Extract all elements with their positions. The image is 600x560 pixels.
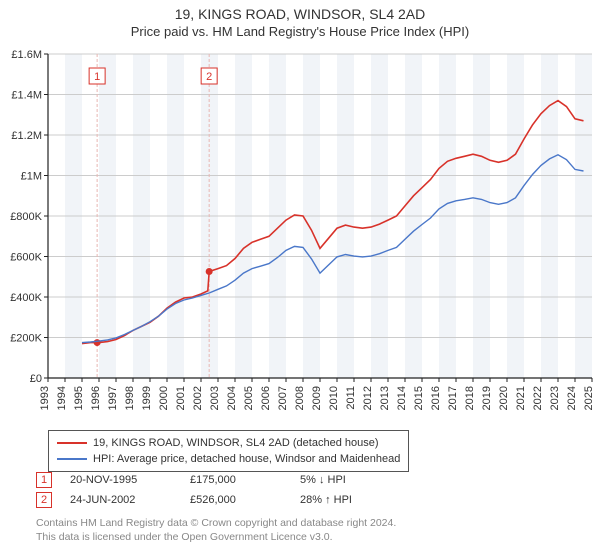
svg-text:1998: 1998	[124, 386, 136, 410]
chart-title: 19, KINGS ROAD, WINDSOR, SL4 2AD	[0, 0, 600, 22]
legend-swatch	[57, 458, 87, 460]
svg-text:2002: 2002	[192, 386, 204, 410]
marker-relative: 28% ↑ HPI	[300, 494, 400, 506]
marker-row: 2 24-JUN-2002£526,00028% ↑ HPI	[36, 490, 400, 510]
svg-text:1996: 1996	[90, 386, 102, 410]
svg-text:2023: 2023	[549, 386, 561, 410]
svg-text:1995: 1995	[73, 386, 85, 410]
svg-text:2005: 2005	[243, 386, 255, 410]
svg-text:2019: 2019	[481, 386, 493, 410]
legend-label: 19, KINGS ROAD, WINDSOR, SL4 2AD (detach…	[93, 437, 379, 449]
svg-text:£1.4M: £1.4M	[11, 90, 42, 102]
svg-text:2010: 2010	[328, 386, 340, 410]
svg-text:2003: 2003	[209, 386, 221, 410]
svg-text:2011: 2011	[345, 386, 357, 410]
footer-line-2: This data is licensed under the Open Gov…	[36, 530, 592, 544]
marker-price: £526,000	[190, 494, 300, 506]
svg-text:2007: 2007	[277, 386, 289, 410]
chart-subtitle: Price paid vs. HM Land Registry's House …	[0, 22, 600, 43]
svg-text:2017: 2017	[447, 386, 459, 410]
svg-text:2: 2	[206, 71, 212, 83]
chart-container: 19, KINGS ROAD, WINDSOR, SL4 2AD Price p…	[0, 0, 600, 560]
marker-date: 20-NOV-1995	[70, 474, 190, 486]
svg-text:£1M: £1M	[21, 171, 42, 183]
svg-text:2020: 2020	[498, 386, 510, 410]
footer-line-1: Contains HM Land Registry data © Crown c…	[36, 516, 592, 530]
svg-text:1993: 1993	[39, 386, 51, 410]
legend-row: HPI: Average price, detached house, Wind…	[57, 451, 400, 467]
svg-text:2025: 2025	[583, 386, 595, 410]
svg-text:2014: 2014	[396, 386, 408, 410]
svg-text:£0: £0	[30, 373, 42, 385]
legend-swatch	[57, 442, 87, 444]
svg-text:2021: 2021	[515, 386, 527, 410]
svg-text:2000: 2000	[158, 386, 170, 410]
svg-text:2016: 2016	[430, 386, 442, 410]
svg-text:2018: 2018	[464, 386, 476, 410]
footer-text: Contains HM Land Registry data © Crown c…	[36, 516, 592, 544]
svg-text:1994: 1994	[56, 386, 68, 410]
svg-text:2012: 2012	[362, 386, 374, 410]
marker-date: 24-JUN-2002	[70, 494, 190, 506]
svg-text:£400K: £400K	[10, 292, 42, 304]
svg-text:2015: 2015	[413, 386, 425, 410]
svg-text:2013: 2013	[379, 386, 391, 410]
svg-text:2004: 2004	[226, 386, 238, 410]
svg-text:2022: 2022	[532, 386, 544, 410]
svg-text:1999: 1999	[141, 386, 153, 410]
legend: 19, KINGS ROAD, WINDSOR, SL4 2AD (detach…	[48, 430, 409, 472]
marker-badge: 2	[36, 492, 52, 508]
svg-text:£800K: £800K	[10, 211, 42, 223]
marker-badge: 1	[36, 472, 52, 488]
svg-text:£200K: £200K	[10, 333, 42, 345]
svg-text:2008: 2008	[294, 386, 306, 410]
marker-price: £175,000	[190, 474, 300, 486]
svg-text:2001: 2001	[175, 386, 187, 410]
svg-text:2009: 2009	[311, 386, 323, 410]
svg-text:2024: 2024	[566, 386, 578, 410]
marker-row: 1 20-NOV-1995£175,0005% ↓ HPI	[36, 470, 400, 490]
marker-relative: 5% ↓ HPI	[300, 474, 400, 486]
svg-text:2006: 2006	[260, 386, 272, 410]
svg-text:£1.6M: £1.6M	[11, 49, 42, 61]
svg-text:£1.2M: £1.2M	[11, 130, 42, 142]
svg-text:1997: 1997	[107, 386, 119, 410]
marker-table: 1 20-NOV-1995£175,0005% ↓ HPI 2 24-JUN-2002…	[36, 470, 400, 510]
legend-row: 19, KINGS ROAD, WINDSOR, SL4 2AD (detach…	[57, 435, 400, 451]
chart-plot: 1 2 £0 £200K £400K £600K £800K £1M £1.2M £1.4M £1.…	[4, 48, 596, 424]
svg-text:£600K: £600K	[10, 252, 42, 264]
svg-text:1: 1	[94, 71, 100, 83]
legend-label: HPI: Average price, detached house, Wind…	[93, 453, 400, 465]
